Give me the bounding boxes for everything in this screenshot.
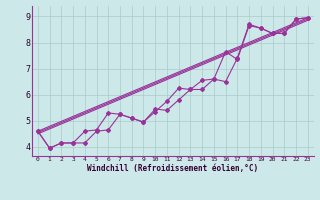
X-axis label: Windchill (Refroidissement éolien,°C): Windchill (Refroidissement éolien,°C) [87,164,258,173]
